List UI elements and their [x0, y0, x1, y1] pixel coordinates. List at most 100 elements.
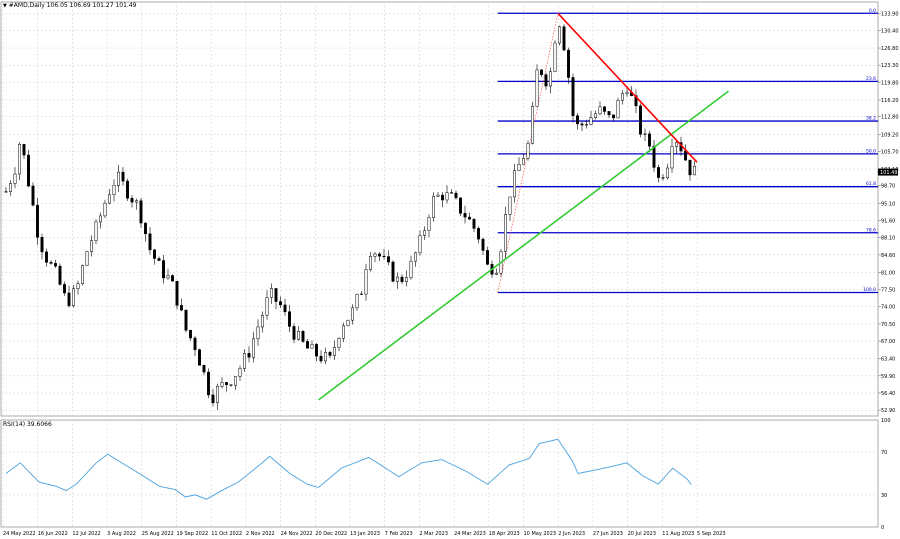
candle [180, 298, 183, 312]
candle [553, 40, 557, 73]
candle-body [337, 338, 341, 348]
candle-body [648, 133, 651, 147]
candle-body [540, 69, 543, 75]
candle [346, 319, 350, 327]
candle [382, 248, 386, 260]
candle [454, 190, 458, 200]
candle-body [382, 255, 386, 258]
candle-body [36, 204, 39, 238]
candle-body [85, 251, 89, 266]
candle [634, 89, 638, 114]
candle [225, 381, 228, 392]
time-tick-label: 24 Nov 2022 [281, 531, 313, 537]
candle-body [360, 293, 363, 295]
candle [40, 233, 44, 260]
candle [288, 304, 291, 333]
candle-body [63, 284, 66, 294]
candle [315, 342, 318, 362]
candle-body [373, 253, 377, 257]
candle [198, 348, 201, 366]
candle [675, 140, 678, 154]
candle [22, 143, 26, 159]
candle [477, 226, 480, 244]
price-tick-label: 56.40 [881, 391, 895, 397]
candle [342, 322, 345, 343]
candle [544, 72, 548, 90]
candle-body [153, 249, 156, 259]
candle-body [288, 311, 291, 327]
candle [549, 67, 552, 94]
candle-body [562, 26, 566, 51]
candle-body [58, 265, 62, 285]
candle-body [558, 26, 561, 44]
candle [562, 24, 566, 51]
candle [324, 347, 327, 365]
candle-body [306, 341, 309, 349]
price-panel-frame [0, 1, 879, 417]
candle [162, 255, 165, 284]
time-tick-label: 2 Nov 2022 [246, 531, 275, 537]
candle [45, 248, 48, 267]
trendline-resistance [557, 12, 698, 163]
candle [211, 389, 215, 407]
candle-body [459, 197, 462, 214]
candle-body [612, 114, 615, 119]
candle-body [148, 233, 152, 251]
candle-body [72, 288, 75, 306]
candle-body [504, 214, 507, 252]
candle-body [9, 183, 12, 193]
price-tick-label: 133.90 [881, 11, 899, 17]
candle [103, 199, 107, 218]
candle [9, 180, 12, 196]
candle [508, 196, 512, 221]
candle-body [49, 262, 53, 264]
candle-body [94, 221, 98, 241]
candle-body [495, 272, 498, 275]
candle-body [346, 319, 350, 327]
candle-body [639, 105, 642, 135]
time-tick-label: 11 Oct 2022 [211, 531, 242, 537]
candle [387, 250, 390, 266]
candle [243, 349, 246, 372]
candle [531, 101, 534, 145]
candle [94, 219, 98, 245]
candle-body [202, 365, 206, 373]
candle [432, 192, 435, 222]
candle-body [351, 307, 354, 321]
candle-body [684, 150, 687, 161]
candle [49, 260, 53, 265]
candle-body [567, 49, 570, 78]
candle-body [477, 228, 480, 240]
candle [108, 188, 111, 205]
candle [4, 187, 8, 193]
candle-body [27, 154, 30, 187]
candle [99, 212, 102, 229]
candle-body [193, 337, 197, 351]
candle [567, 47, 570, 84]
time-tick-label: 13 Jan 2023 [350, 531, 380, 537]
candle-body [328, 352, 332, 356]
candle-body [265, 297, 269, 316]
candle [463, 205, 467, 224]
candle [396, 272, 399, 289]
candle [616, 97, 620, 119]
candle [328, 350, 332, 359]
candle [450, 189, 453, 194]
candle [337, 337, 341, 352]
candle [472, 218, 476, 233]
candle [175, 280, 179, 310]
candle [571, 73, 575, 123]
candle-body [274, 288, 278, 302]
candle-body [468, 216, 471, 220]
price-tick-label: 130.40 [881, 28, 899, 34]
candle [666, 163, 669, 180]
candle-body [463, 213, 467, 218]
candle [85, 250, 89, 266]
candle [418, 230, 422, 256]
candle-body [549, 71, 552, 87]
candle [261, 311, 264, 333]
candle [360, 290, 363, 295]
candle [648, 130, 651, 153]
time-tick-label: 12 Jul 2022 [72, 531, 100, 537]
